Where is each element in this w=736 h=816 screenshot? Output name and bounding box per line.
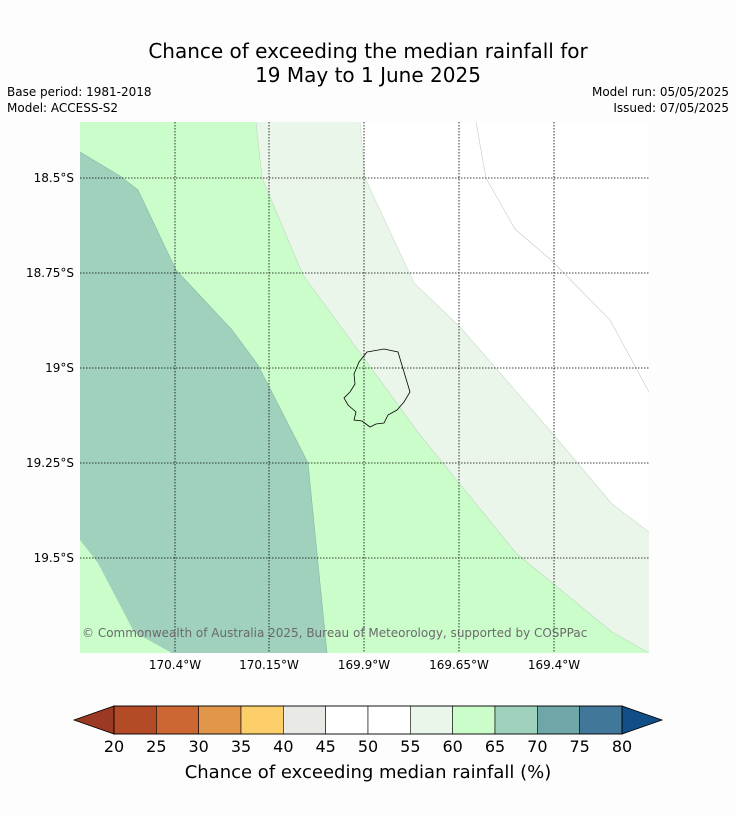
- lon-label: 169.65°W: [429, 658, 489, 672]
- colorbar-tick: 60: [442, 737, 462, 756]
- lon-label: 170.15°W: [239, 658, 299, 672]
- lon-label: 169.9°W: [338, 658, 390, 672]
- colorbar-tick: 45: [315, 737, 335, 756]
- colorbar-tick: 35: [231, 737, 251, 756]
- colorbar-ticks: 20 25 30 35 40 45 50 55 60 65 70 75 80: [104, 737, 632, 756]
- model-run-date: Model run: 05/05/2025: [591, 85, 729, 99]
- colorbar-segment: [240, 705, 284, 735]
- colorbar-label: Chance of exceeding median rainfall (%): [185, 762, 552, 783]
- colorbar-over-arrow: [621, 705, 664, 735]
- model-name: Model: ACCESS-S2: [7, 101, 119, 115]
- colorbar-segment: [198, 705, 242, 735]
- colorbar-segment: [537, 705, 580, 735]
- colorbar-segment: [113, 705, 157, 735]
- lat-label: 19°S: [45, 361, 74, 375]
- colorbar-tick: 80: [612, 737, 632, 756]
- base-period: Base period: 1981-2018: [7, 85, 152, 99]
- colorbar-tick: 20: [104, 737, 124, 756]
- issued-date: Issued: 07/05/2025: [613, 101, 729, 115]
- colorbar-tick: 55: [400, 737, 420, 756]
- niue-island-outline: [343, 348, 411, 428]
- lon-label: 169.4°W: [528, 658, 580, 672]
- colorbar: 20 25 30 35 40 45 50 55 60 65 70 75 80 C…: [72, 705, 664, 783]
- colorbar-segment: [410, 705, 453, 735]
- copyright-notice: © Commonwealth of Australia 2025, Bureau…: [82, 626, 587, 640]
- colorbar-frame: [113, 705, 623, 735]
- colorbar-segment: [325, 705, 369, 735]
- lon-label: 170.4°W: [149, 658, 201, 672]
- colorbar-under-arrow: [72, 705, 115, 735]
- colorbar-tick: 30: [188, 737, 208, 756]
- colorbar-tick: 75: [569, 737, 589, 756]
- lat-label: 19.25°S: [26, 456, 74, 470]
- map-plot-area: © Commonwealth of Australia 2025, Bureau…: [80, 122, 649, 653]
- lat-label: 18.5°S: [34, 171, 74, 185]
- colorbar-tick: 25: [146, 737, 166, 756]
- colorbar-tick: 65: [485, 737, 505, 756]
- lat-label: 18.75°S: [26, 266, 74, 280]
- contour-band-50-55: [360, 122, 649, 532]
- colorbar-segment: [367, 705, 411, 735]
- colorbar-segment: [494, 705, 538, 735]
- lat-label: 19.5°S: [34, 551, 74, 565]
- contour-band-60-65-west: [80, 540, 172, 653]
- colorbar-tick: 70: [527, 737, 547, 756]
- contour-line: [475, 122, 649, 393]
- colorbar-segments: [113, 705, 623, 735]
- colorbar-segment: [156, 705, 199, 735]
- colorbar-segment: [283, 705, 326, 735]
- gridlines: [80, 122, 649, 653]
- map-title-line-2: 19 May to 1 June 2025: [255, 63, 481, 87]
- colorbar-tick: 40: [273, 737, 293, 756]
- contour-band-65-70: [80, 152, 327, 653]
- colorbar-segment: [579, 705, 623, 735]
- map-title-line-1: Chance of exceeding the median rainfall …: [148, 39, 588, 63]
- colorbar-tick: 50: [358, 737, 378, 756]
- colorbar-segment: [452, 705, 496, 735]
